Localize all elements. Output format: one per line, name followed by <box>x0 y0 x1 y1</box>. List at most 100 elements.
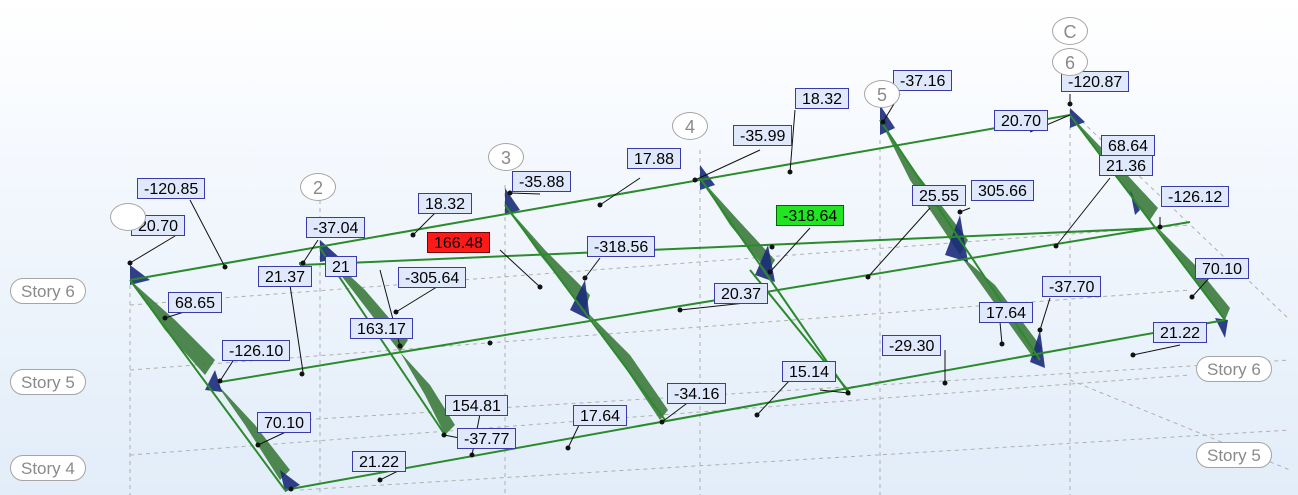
story-label-bubble: Story 4 <box>10 455 86 481</box>
moment-diagram-shape <box>570 280 590 320</box>
label-leader <box>819 389 849 394</box>
label-leader <box>867 207 931 278</box>
moment-value-label: 17.64 <box>573 405 628 426</box>
grid-line <box>129 289 1191 371</box>
moment-value-label: 154.81 <box>445 395 508 416</box>
label-leader <box>1191 276 1211 298</box>
moment-diagram-shape <box>1155 225 1230 320</box>
moment-value-label: 20.70 <box>994 110 1049 131</box>
moment-diagram-shape <box>505 205 590 310</box>
moment-value-label: 20.37 <box>714 283 769 304</box>
moment-diagram-shape <box>400 352 455 435</box>
moment-value-label: -37.77 <box>457 428 517 449</box>
moment-diagram-shape <box>585 310 668 420</box>
moment-diagram-shape <box>280 470 300 492</box>
moment-value-label: 21.37 <box>258 266 313 287</box>
moment-value-label: 68.65 <box>168 292 223 313</box>
label-leader <box>756 379 791 416</box>
grid-line-bubble: 3 <box>488 143 524 171</box>
moment-value-label: -35.99 <box>733 125 793 146</box>
moment-value-label: -37.70 <box>1042 276 1102 297</box>
moment-value-label: 17.64 <box>979 302 1034 323</box>
beam-line <box>699 177 851 396</box>
label-leader <box>567 422 581 449</box>
label-leader <box>509 192 541 195</box>
moment-value-label: -126.12 <box>1161 186 1230 207</box>
grid-line-bubble: 2 <box>300 173 336 201</box>
moment-value-label: 166.48 <box>427 232 490 253</box>
label-leader <box>584 257 601 279</box>
moment-value-label: 70.10 <box>257 412 312 433</box>
moment-diagram-shape <box>700 178 775 272</box>
beam-point <box>487 340 493 346</box>
beam-line <box>319 247 446 436</box>
moment-value-label: 21.36 <box>1099 155 1154 176</box>
label-leader <box>959 207 971 213</box>
grid-line-bubble: 4 <box>672 112 708 140</box>
beam-point <box>299 371 305 377</box>
label-leader <box>694 149 761 181</box>
moment-value-label: -318.56 <box>587 236 656 257</box>
moment-diagram-shape <box>1070 108 1085 128</box>
label-leader <box>395 284 441 313</box>
moment-value-label: 15.14 <box>782 361 837 382</box>
label-leader <box>1132 344 1181 356</box>
moment-diagram-shape <box>945 215 968 262</box>
label-leader <box>661 400 691 423</box>
story-label-bubble: Story 6 <box>1196 356 1272 382</box>
beam-line <box>129 114 1071 281</box>
moment-value-label: 21.22 <box>352 451 407 472</box>
moment-value-label: -37.16 <box>893 70 953 91</box>
grid-line-bubble: 6 <box>1052 48 1088 76</box>
moment-diagram-shape <box>215 382 290 480</box>
label-leader <box>789 109 796 173</box>
grid-line <box>299 359 1291 421</box>
story-label-bubble: Story 5 <box>1196 442 1272 468</box>
moment-value-label: -35.88 <box>512 171 572 192</box>
label-leader <box>1039 297 1051 331</box>
moment-value-label: 70.10 <box>1195 258 1250 279</box>
label-leader <box>599 177 641 206</box>
beam-point <box>288 486 294 492</box>
moment-value-label: -120.87 <box>1061 71 1130 92</box>
moment-value-label: -126.10 <box>222 340 291 361</box>
beam-line <box>299 227 1161 266</box>
label-leader <box>129 235 176 264</box>
label-leader <box>679 302 746 311</box>
label-leader <box>302 239 319 264</box>
moment-value-label: -34.16 <box>667 383 727 404</box>
grid-line-bubble: 5 <box>864 80 900 108</box>
grid-line <box>129 224 1191 306</box>
beam-point <box>769 244 775 250</box>
moment-value-label: 18.32 <box>795 88 850 109</box>
moment-value-label: 25.55 <box>912 185 967 206</box>
moment-diagram-shape <box>130 280 215 375</box>
moment-value-label: 17.88 <box>627 148 682 169</box>
moment-diagram-shape <box>1215 318 1228 338</box>
grid-line-bubble: C <box>1052 17 1088 45</box>
label-leader <box>499 249 541 288</box>
label-leader <box>189 199 226 268</box>
beam-line <box>1069 114 1226 321</box>
moment-diagram-shape <box>880 105 895 135</box>
label-leader <box>769 227 811 273</box>
moment-value-label: -37.04 <box>306 217 366 238</box>
label-leader <box>1055 177 1111 247</box>
moment-value-label: 21.22 <box>1153 322 1208 343</box>
beam-line <box>129 279 286 491</box>
label-leader <box>999 321 1003 345</box>
story-label-bubble: Story 6 <box>10 278 86 304</box>
moment-value-label: -120.85 <box>137 178 206 199</box>
moment-diagram-shape <box>130 265 150 285</box>
grid-line-bubble <box>110 203 146 231</box>
label-leader <box>289 284 304 373</box>
moment-value-label: -305.64 <box>398 267 467 288</box>
moment-value-label: -29.30 <box>882 335 942 356</box>
moment-value-label: -318.64 <box>776 205 845 226</box>
moment-value-label: 68.64 <box>1101 135 1156 156</box>
label-leader <box>412 212 436 236</box>
moment-value-label: 21 <box>325 256 357 277</box>
story-label-bubble: Story 5 <box>10 369 86 395</box>
moment-value-label: 305.66 <box>971 180 1034 201</box>
